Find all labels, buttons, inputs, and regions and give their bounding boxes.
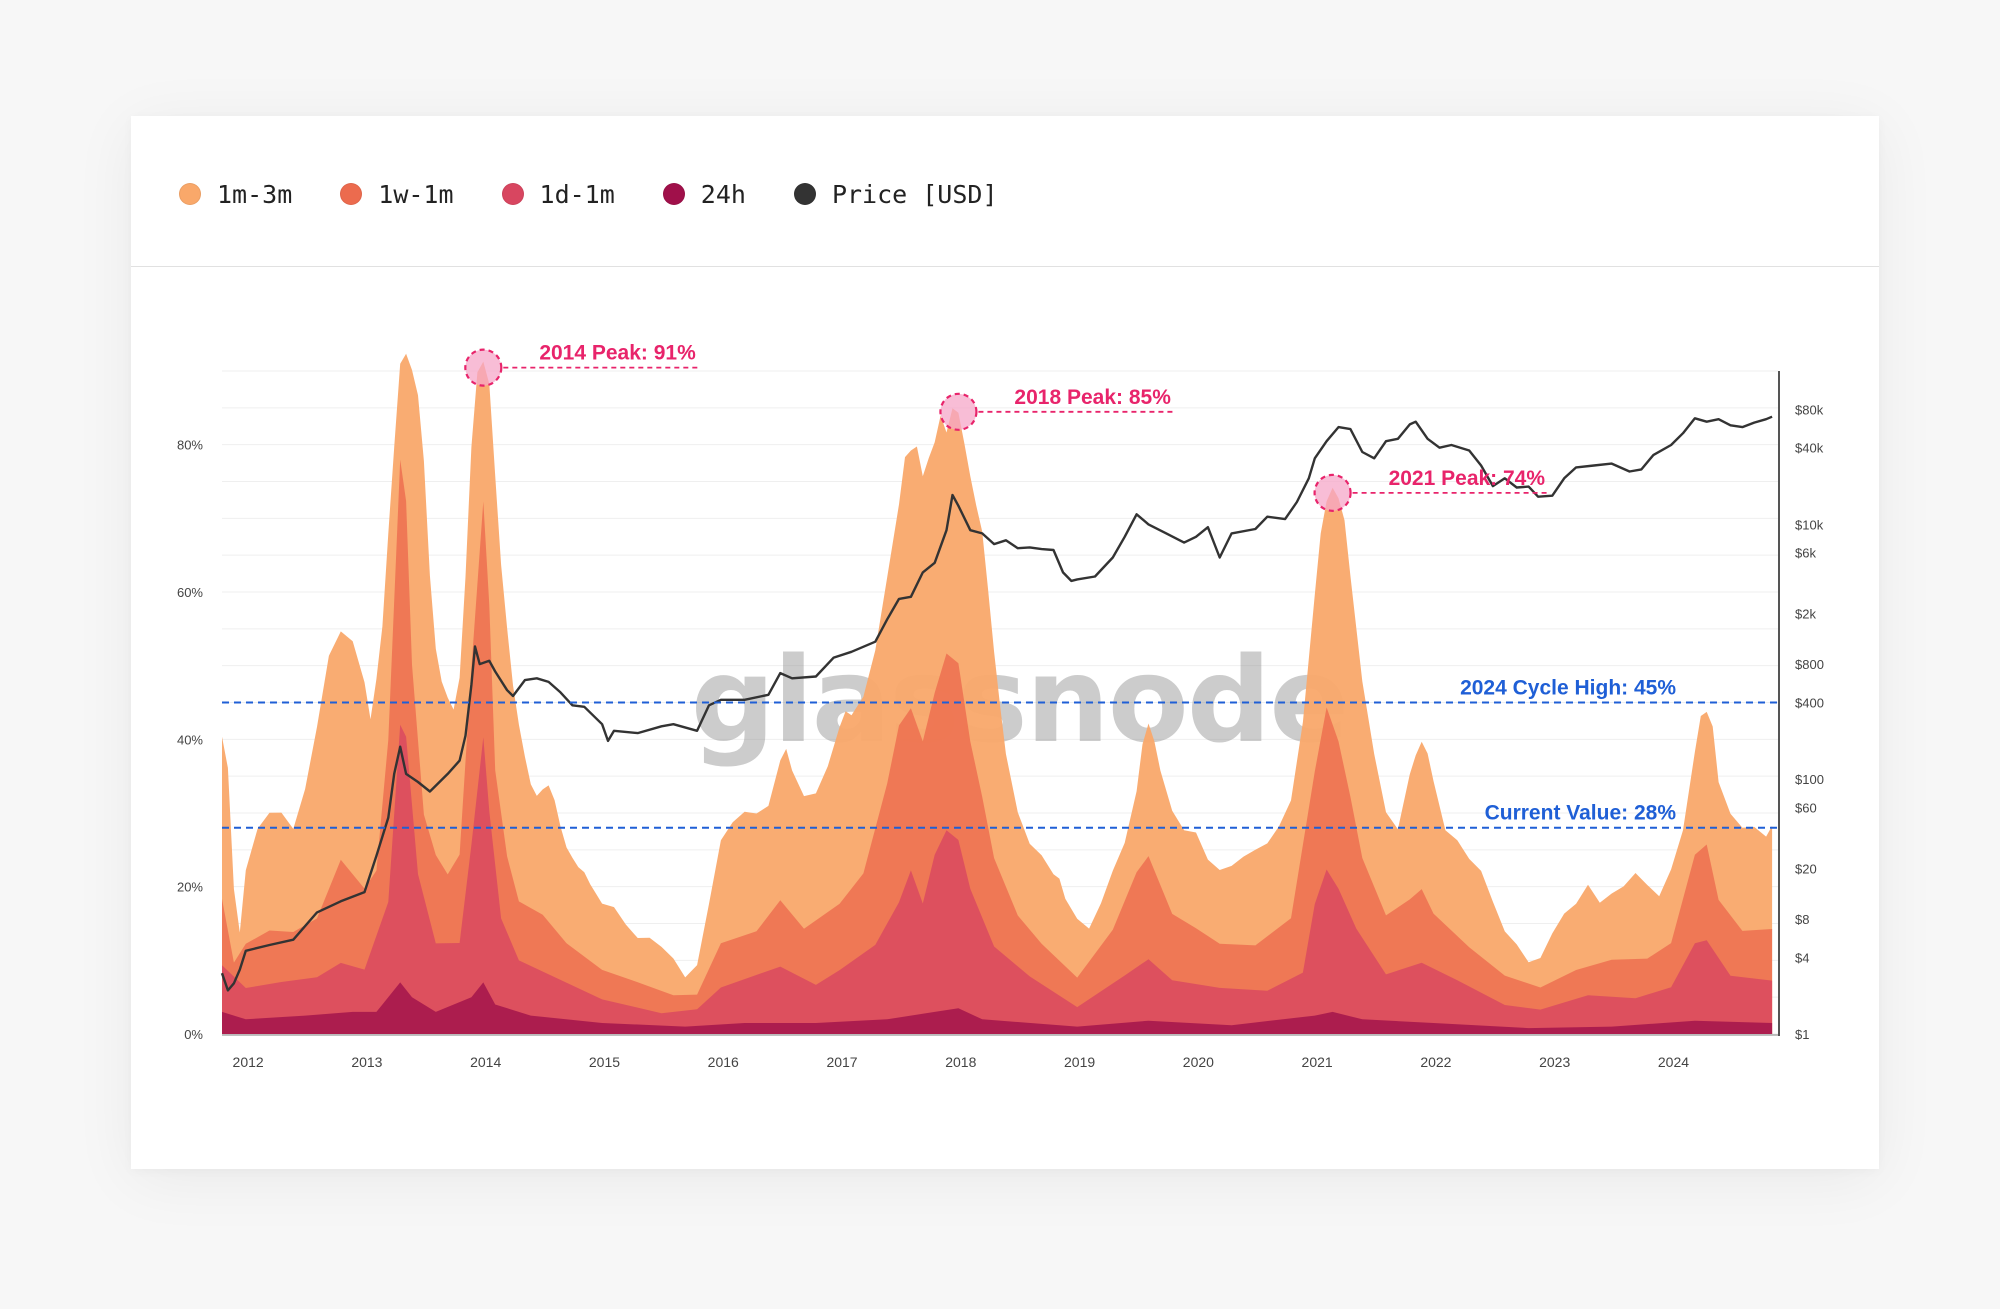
y-right-tick-label: $1 [1795, 1027, 1809, 1042]
legend-item[interactable]: 24h [662, 179, 746, 209]
legend-dot-icon [179, 183, 201, 205]
peak-marker [939, 392, 978, 431]
legend-item[interactable]: 1w-1m [340, 179, 454, 209]
x-tick-label: 2017 [826, 1054, 857, 1070]
legend-item[interactable]: Price [USD] [793, 179, 998, 209]
area-series-1m-3m [222, 353, 1773, 1034]
x-tick-label: 2012 [233, 1054, 264, 1070]
x-tick-label: 2022 [1420, 1054, 1451, 1070]
y-right-tick-label: $80k [1795, 402, 1824, 417]
legend-label: 1m-3m [217, 179, 293, 209]
peak-annotation-label: 2018 Peak: 85% [1014, 386, 1171, 409]
reference-line-label: 2024 Cycle High: 45% [1460, 677, 1676, 700]
peak-marker [1313, 473, 1352, 512]
x-tick-label: 2020 [1183, 1054, 1214, 1070]
y-right-tick-label: $100 [1795, 772, 1824, 787]
x-tick-label: 2024 [1658, 1054, 1689, 1070]
y-right-tick-label: $6k [1795, 546, 1816, 561]
chart-plot: glassnode 0% 20% 40% 60% 80% $1 $4 $8 $20 $60 $100 $… [177, 342, 1824, 1070]
reference-line-label: Current Value: 28% [1485, 802, 1677, 825]
peak-annotation-label: 2021 Peak: 74% [1389, 467, 1546, 490]
y-left-tick-label: 20% [177, 880, 203, 895]
legend-dot-icon [501, 183, 524, 205]
peak-marker [464, 348, 503, 387]
y-right-tick-label: $8 [1795, 912, 1809, 927]
legend-bar: 1m-3m 1w-1m 1d-1m 24h Price [USD] [131, 116, 1879, 267]
legend-dot-icon [793, 183, 816, 205]
area-series-1d-1m [222, 724, 1773, 1034]
price-line [220, 415, 1773, 992]
y-right-tick-label: $60 [1795, 800, 1817, 815]
legend-label: 24h [700, 179, 746, 209]
peak-annotation-label: 2014 Peak: 91% [539, 342, 696, 365]
y-right-tick-label: $400 [1795, 696, 1824, 711]
x-tick-label: 2013 [351, 1054, 382, 1070]
legend-dot-icon [662, 183, 685, 205]
legend-label: Price [USD] [831, 179, 998, 209]
x-tick-label: 2018 [945, 1054, 976, 1070]
legend-label: 1w-1m [378, 179, 454, 209]
y-right-tick-label: $10k [1795, 517, 1824, 532]
y-right-tick-label: $20 [1795, 861, 1817, 876]
y-left-tick-label: 80% [177, 438, 203, 453]
area-series-24h [222, 982, 1773, 1034]
x-tick-label: 2016 [708, 1054, 739, 1070]
x-tick-label: 2015 [589, 1054, 620, 1070]
y-right-tick-label: $40k [1795, 441, 1824, 456]
x-tick-label: 2014 [470, 1054, 501, 1070]
x-tick-label: 2021 [1302, 1054, 1333, 1070]
legend-dot-icon [340, 183, 363, 205]
y-left-tick-label: 0% [184, 1027, 203, 1042]
legend-item[interactable]: 1m-3m [179, 180, 292, 209]
x-tick-label: 2023 [1539, 1054, 1570, 1070]
legend-label: 1d-1m [539, 179, 615, 209]
y-left-tick-label: 60% [177, 585, 203, 600]
x-tick-label: 2019 [1064, 1054, 1095, 1070]
legend: 1m-3m 1w-1m 1d-1m 24h Price [USD] [179, 176, 1046, 212]
y-right-tick-label: $4 [1795, 950, 1809, 965]
watermark-logo: glassnode [691, 631, 1348, 769]
chart-card: 1m-3m 1w-1m 1d-1m 24h Price [USD] glassnode 0… [131, 116, 1879, 1169]
y-left-tick-label: 40% [177, 732, 203, 747]
y-right-tick-label: $800 [1795, 657, 1824, 672]
y-right-tick-label: $2k [1795, 606, 1816, 621]
legend-item[interactable]: 1d-1m [501, 179, 615, 209]
